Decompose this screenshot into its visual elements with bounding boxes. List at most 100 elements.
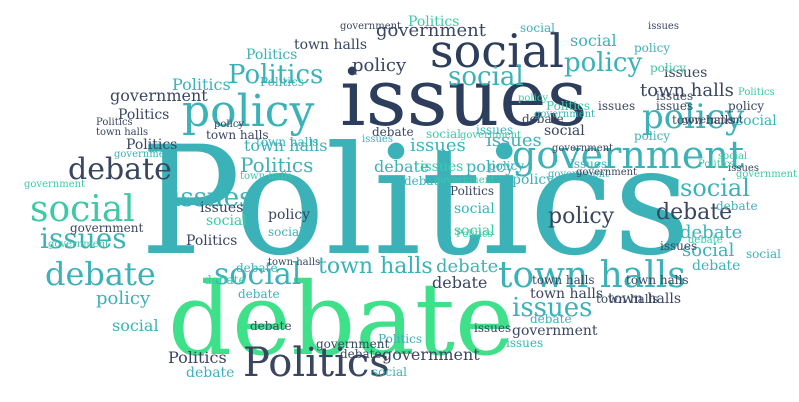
cloud-word: debate bbox=[692, 258, 741, 274]
cloud-word: Politics bbox=[450, 184, 495, 198]
cloud-word: policy bbox=[214, 119, 245, 130]
cloud-word: Politics bbox=[140, 115, 691, 289]
cloud-word: Politics bbox=[456, 229, 493, 240]
cloud-word: government bbox=[316, 337, 390, 351]
cloud-word: debate bbox=[436, 256, 499, 277]
cloud-word: issues bbox=[728, 163, 759, 174]
cloud-word: debate bbox=[680, 222, 743, 243]
cloud-word: Politics bbox=[118, 107, 170, 123]
cloud-word: Politics bbox=[172, 75, 231, 94]
cloud-word: government bbox=[382, 345, 480, 364]
cloud-word: Politics bbox=[228, 60, 324, 90]
cloud-word: social bbox=[30, 189, 135, 230]
cloud-word: policy bbox=[466, 157, 515, 176]
cloud-word: town halls bbox=[498, 255, 686, 296]
cloud-word: issues bbox=[656, 99, 694, 113]
cloud-word: Politics bbox=[378, 332, 423, 346]
cloud-word: debate bbox=[522, 112, 564, 126]
cloud-word: Politics bbox=[408, 14, 460, 30]
cloud-word: issues bbox=[410, 135, 466, 156]
cloud-word: Politics bbox=[260, 75, 305, 89]
cloud-word: debate bbox=[238, 287, 280, 301]
cloud-word: debate bbox=[372, 125, 414, 139]
cloud-word: issues bbox=[362, 134, 393, 145]
cloud-word: town halls bbox=[672, 113, 735, 127]
cloud-word: social bbox=[544, 123, 585, 139]
cloud-word: town halls bbox=[240, 171, 293, 182]
cloud-word: debate bbox=[404, 174, 446, 188]
cloud-word: debate bbox=[45, 255, 156, 293]
cloud-word: government bbox=[552, 143, 614, 154]
cloud-word: government bbox=[70, 221, 144, 235]
cloud-word: social bbox=[206, 213, 247, 229]
cloud-word: debate bbox=[68, 152, 172, 187]
cloud-word: policy bbox=[96, 288, 151, 309]
cloud-word: town halls bbox=[318, 254, 433, 279]
cloud-word: debate bbox=[186, 365, 235, 381]
cloud-word: social bbox=[746, 247, 781, 261]
cloud-word: government bbox=[534, 109, 596, 120]
cloud-word: debate bbox=[432, 273, 488, 292]
cloud-word: town halls bbox=[244, 136, 328, 155]
cloud-word: debate bbox=[236, 261, 278, 275]
cloud-word: issues bbox=[598, 99, 636, 113]
cloud-word: issues bbox=[40, 222, 127, 255]
cloud-word: social bbox=[372, 365, 407, 379]
cloud-word: social bbox=[680, 174, 750, 202]
cloud-word: policy bbox=[548, 204, 615, 229]
cloud-word: government bbox=[460, 130, 522, 141]
cloud-word: Politics bbox=[168, 348, 227, 367]
cloud-word: issues bbox=[200, 200, 244, 216]
cloud-word: town halls bbox=[596, 292, 659, 306]
cloud-word: debate bbox=[204, 273, 246, 287]
cloud-word: policy bbox=[634, 129, 671, 143]
cloud-word: policy bbox=[182, 86, 315, 137]
cloud-word: issues bbox=[476, 123, 514, 137]
cloud-word: government bbox=[340, 21, 402, 32]
cloud-word: issues bbox=[570, 157, 608, 171]
cloud-word: issues bbox=[420, 159, 464, 175]
cloud-word: policy bbox=[634, 41, 671, 55]
cloud-word: policy bbox=[512, 172, 555, 188]
cloud-word: social bbox=[112, 316, 159, 335]
cloud-word: government bbox=[376, 20, 486, 41]
cloud-word: government bbox=[512, 133, 745, 177]
cloud-word: debate bbox=[250, 319, 292, 333]
cloud-word: Politics bbox=[243, 340, 390, 386]
cloud-word: policy bbox=[518, 93, 549, 104]
cloud-word: issues bbox=[474, 321, 512, 335]
cloud-word: policy bbox=[352, 55, 407, 76]
cloud-word: Politics bbox=[126, 137, 178, 153]
cloud-word: social bbox=[520, 21, 555, 35]
cloud-word: policy bbox=[488, 159, 525, 173]
cloud-word: debate bbox=[688, 235, 723, 246]
cloud-word: Politics bbox=[698, 159, 735, 170]
cloud-word: town halls bbox=[294, 37, 368, 53]
cloud-word: issues bbox=[660, 239, 698, 253]
cloud-word: government bbox=[110, 86, 208, 105]
cloud-word: town halls bbox=[256, 135, 319, 149]
cloud-word: town halls bbox=[640, 80, 734, 101]
cloud-word: social bbox=[448, 62, 524, 92]
cloud-word: debate bbox=[168, 261, 515, 378]
cloud-word: Politics bbox=[186, 233, 238, 249]
cloud-word: social bbox=[570, 31, 617, 50]
cloud-word: policy bbox=[728, 99, 765, 113]
cloud-word: policy bbox=[642, 97, 745, 137]
cloud-word: social bbox=[430, 24, 564, 78]
cloud-word: government bbox=[736, 169, 798, 180]
cloud-word: government bbox=[576, 167, 638, 178]
cloud-word: issues bbox=[512, 293, 593, 323]
cloud-word: government bbox=[24, 179, 86, 190]
cloud-word: issues bbox=[486, 130, 542, 151]
cloud-word: government bbox=[682, 115, 744, 126]
cloud-word: social bbox=[426, 127, 461, 141]
cloud-word: town halls bbox=[96, 127, 149, 138]
cloud-word: social bbox=[682, 240, 735, 261]
cloud-word: social bbox=[214, 257, 302, 292]
cloud-word: Politics bbox=[240, 153, 314, 177]
cloud-word: Politics bbox=[96, 117, 133, 128]
cloud-word: town halls bbox=[268, 257, 321, 268]
cloud-word: issues bbox=[506, 336, 544, 350]
